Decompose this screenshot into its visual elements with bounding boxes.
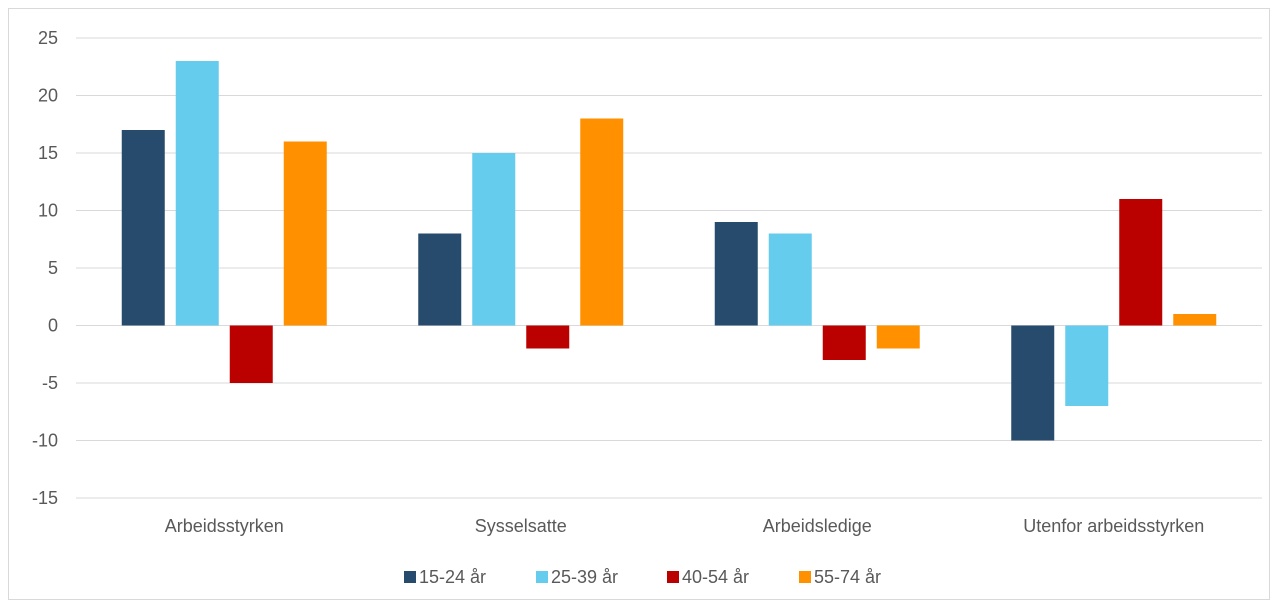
y-tick-label: 20 (38, 86, 58, 106)
y-tick-label: -10 (32, 431, 58, 451)
legend-label: 40-54 år (682, 567, 749, 587)
legend-swatch (404, 571, 416, 583)
x-category-label: Arbeidsstyrken (165, 516, 284, 536)
bar-55-74-år-sysselsatte (580, 118, 624, 326)
legend-label: 15-24 år (419, 567, 486, 587)
y-tick-label: 25 (38, 28, 58, 48)
bar-40-54-år-utenfor-arbeidsstyrken (1119, 199, 1163, 326)
legend-swatch (799, 571, 811, 583)
y-tick-label: 5 (48, 258, 58, 278)
x-category-label: Arbeidsledige (763, 516, 872, 536)
bar-15-24-år-arbeidsledige (714, 222, 758, 326)
y-axis-ticks: 25 20 15 10 5 0 -5 -10 -15 (32, 28, 58, 508)
bar-25-39-år-sysselsatte (472, 153, 516, 326)
bar-15-24-år-arbeidsstyrken (121, 130, 165, 326)
y-tick-label: 0 (48, 316, 58, 336)
legend: 15-24 år 25-39 år 40-54 år 55-74 år (404, 567, 881, 587)
y-tick-label: 10 (38, 201, 58, 221)
bar-25-39-år-arbeidsstyrken (175, 61, 219, 326)
x-axis-categories: Arbeidsstyrken Sysselsatte Arbeidsledige Ut… (165, 516, 1205, 536)
bar-40-54-år-arbeidsledige (822, 325, 866, 360)
bar-55-74-år-utenfor-arbeidsstyrken (1173, 314, 1217, 326)
bar-25-39-år-utenfor-arbeidsstyrken (1065, 325, 1109, 406)
bar-40-54-år-sysselsatte (526, 325, 570, 349)
bar-25-39-år-arbeidsledige (768, 233, 812, 326)
legend-label: 25-39 år (551, 567, 618, 587)
bar-15-24-år-sysselsatte (418, 233, 462, 326)
bar-15-24-år-utenfor-arbeidsstyrken (1011, 325, 1055, 441)
gridlines (76, 37, 1262, 499)
legend-swatch (536, 571, 548, 583)
x-category-label: Sysselsatte (475, 516, 567, 536)
x-category-label: Utenfor arbeidsstyrken (1023, 516, 1204, 536)
y-tick-label: -15 (32, 488, 58, 508)
legend-label: 55-74 år (814, 567, 881, 587)
y-tick-label: 15 (38, 143, 58, 163)
bar-40-54-år-arbeidsstyrken (229, 325, 273, 383)
y-tick-label: -5 (42, 373, 58, 393)
bar-55-74-år-arbeidsledige (876, 325, 920, 349)
bar-55-74-år-arbeidsstyrken (283, 141, 327, 326)
legend-swatch (667, 571, 679, 583)
bars (121, 61, 1217, 441)
